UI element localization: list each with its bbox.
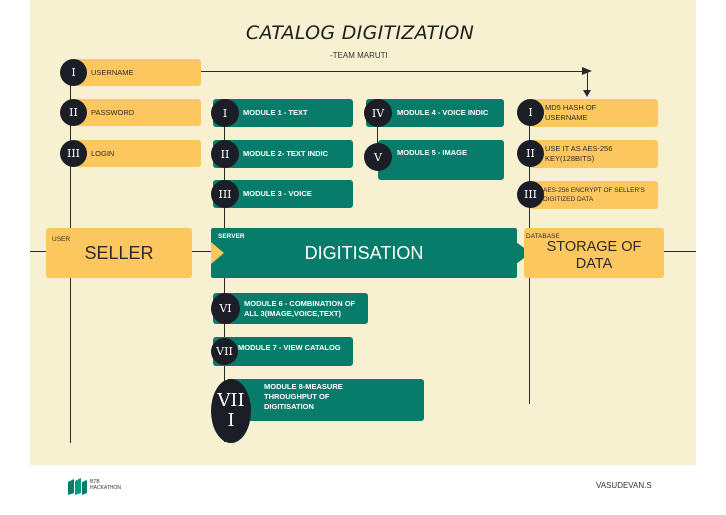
module-6-label: MODULE 6 - COMBINATION OF ALL 3(IMAGE,VO… — [244, 298, 356, 318]
digitisation-box: DIGITISATION — [211, 228, 517, 278]
hackathon-logo-icon — [68, 478, 87, 495]
footer — [30, 465, 696, 508]
module-number-badge: I — [211, 99, 239, 127]
module-number-badge: VII — [211, 338, 238, 365]
step-number-badge: II — [60, 99, 87, 126]
page-title: CATALOG DIGITIZATION — [245, 22, 475, 44]
step-number-badge: I — [60, 59, 87, 86]
module-1-label: MODULE 1 - TEXT — [243, 108, 308, 117]
digitisation-label: DIGITISATION — [304, 242, 424, 263]
username-arrow-vertical — [587, 71, 588, 95]
md5-hash-step: MD5 HASH OF USERNAME — [530, 99, 658, 127]
aes-key-label: USE IT AS AES-256 KEY(128BITS) — [545, 144, 613, 163]
server-vertical-line-right — [377, 112, 378, 166]
database-arrow-icon — [516, 242, 531, 264]
hackathon-logo-text: BTB HACKATHON — [90, 479, 122, 491]
step-number-badge: I — [517, 99, 544, 126]
step-number-badge: III — [517, 181, 544, 208]
aes-encrypt-step: AES-256 ENCRYPT OF SELLER'S DIGITIZED DA… — [530, 181, 658, 209]
password-step: PASSWORD — [75, 99, 201, 126]
password-label: PASSWORD — [91, 107, 135, 117]
login-step: LOGIN — [75, 140, 201, 167]
module-number-badge: VI — [211, 293, 240, 324]
step-number-badge: II — [517, 140, 544, 167]
module-number-badge: II — [211, 140, 239, 168]
module-4-label: MODULE 4 - VOICE INDIC — [397, 108, 489, 117]
module-8-box: MODULE 8-MEASURE THROUGHPUT OF DIGITISAT… — [226, 379, 424, 421]
storage-box: STORAGE OF DATA — [524, 228, 664, 278]
username-label: USERNAME — [91, 67, 134, 77]
module-2-label: MODULE 2- TEXT INDIC — [243, 149, 329, 158]
server-tag: SERVER — [218, 233, 245, 240]
module-3-label: MODULE 3 - VOICE — [243, 189, 312, 198]
module-5-label: MODULE 5 - IMAGE — [397, 148, 468, 157]
username-step: USERNAME — [75, 59, 201, 86]
md5-hash-label: MD5 HASH OF USERNAME — [545, 103, 597, 122]
server-arrow-icon — [211, 242, 224, 264]
seller-label: SELLER — [84, 242, 154, 263]
database-tag: DATABASE — [526, 233, 560, 240]
module-number-badge: IV — [364, 99, 392, 127]
user-tag: USER — [52, 236, 71, 243]
step-number-badge: III — [60, 140, 87, 167]
storage-label: STORAGE OF DATA — [546, 239, 642, 272]
aes-key-step: USE IT AS AES-256 KEY(128BITS) — [530, 140, 658, 168]
module-7-label: MODULE 7 - VIEW CATALOG — [238, 343, 341, 352]
module-5-box: MODULE 5 - IMAGE — [378, 140, 504, 180]
module-6-box: MODULE 6 - COMBINATION OF ALL 3(IMAGE,VO… — [213, 293, 368, 324]
author-name: VASUDEVAN.S — [596, 481, 652, 490]
aes-encrypt-label: AES-256 ENCRYPT OF SELLER'S DIGITIZED DA… — [543, 187, 645, 203]
seller-box: SELLER — [46, 228, 192, 278]
page-subtitle: -TEAM MARUTI — [330, 51, 388, 60]
arrow-head-icon — [582, 67, 592, 97]
module-8-label: MODULE 8-MEASURE THROUGHPUT OF DIGITISAT… — [264, 382, 343, 411]
module-number-badge: VII I — [211, 379, 251, 443]
module-number-badge: III — [211, 180, 239, 208]
module-number-badge: V — [364, 143, 392, 171]
login-label: LOGIN — [91, 148, 115, 158]
username-arrow-horizontal — [201, 71, 588, 72]
